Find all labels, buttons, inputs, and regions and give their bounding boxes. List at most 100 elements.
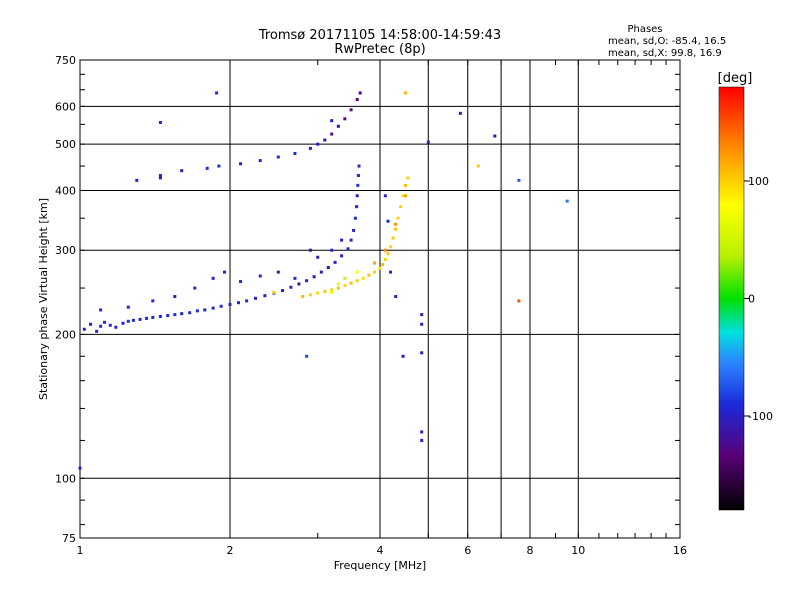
trace-point-x xyxy=(355,270,359,274)
grid-lines xyxy=(80,60,680,538)
trace-point-x xyxy=(401,194,405,198)
trace-point-x xyxy=(373,270,377,274)
trace-point-o xyxy=(355,194,359,198)
chart-title: Tromsø 20171105 14:58:00-14:59:43 xyxy=(258,28,501,43)
trace-point-o xyxy=(121,321,125,325)
trace-point-x xyxy=(361,276,365,280)
scatter-point xyxy=(420,430,424,434)
trace-point-o xyxy=(217,164,221,168)
trace-point-o xyxy=(188,311,192,315)
trace-point-o xyxy=(349,108,353,112)
x-tick-label: 10 xyxy=(571,544,585,557)
y-tick-label: 600 xyxy=(55,100,76,113)
y-tick-label: 100 xyxy=(55,472,76,485)
trace-point-x xyxy=(403,194,407,198)
trace-point-o xyxy=(158,173,162,177)
scatter-point xyxy=(403,91,407,95)
trace-point-x xyxy=(378,266,382,270)
trace-point-o xyxy=(263,294,267,298)
trace-point-o xyxy=(326,266,330,270)
scatter-point xyxy=(565,199,569,203)
trace-point-o xyxy=(239,162,243,166)
colorbar-tick-label: 0 xyxy=(748,293,755,306)
y-axis-label: Stationary phase Virtual Height [km] xyxy=(37,198,50,400)
trace-point-o xyxy=(145,316,149,320)
trace-point-o xyxy=(82,327,86,331)
trace-point-o xyxy=(135,178,139,182)
stats-heading: Phases xyxy=(627,24,662,35)
trace-point-o xyxy=(293,276,297,280)
trace-point-x xyxy=(343,276,347,280)
trace-point-o xyxy=(173,313,177,317)
trace-point-x xyxy=(301,295,305,299)
scatter-point xyxy=(420,313,424,317)
trace-point-o xyxy=(319,270,323,274)
trace-point-o xyxy=(316,255,320,259)
trace-point-o xyxy=(333,260,337,264)
trace-point-o xyxy=(293,152,297,156)
trace-point-o xyxy=(151,299,155,303)
trace-point-o xyxy=(166,314,170,318)
trace-point-o xyxy=(258,159,262,163)
trace-point-o xyxy=(245,299,249,303)
trace-point-o xyxy=(236,301,240,305)
trace-point-x xyxy=(381,263,385,267)
trace-point-o xyxy=(253,296,257,300)
trace-point-x xyxy=(386,252,390,256)
x-tick-label: 1 xyxy=(77,544,84,557)
scatter-point xyxy=(305,354,309,358)
scatter-point xyxy=(517,178,521,182)
trace-point-x xyxy=(383,257,387,261)
y-tick-label: 400 xyxy=(55,184,76,197)
colorbar-tick-label: -100 xyxy=(748,410,773,423)
chart-subtitle: RwPretec (8p) xyxy=(334,42,425,57)
trace-point-o xyxy=(126,305,130,309)
trace-point-o xyxy=(356,183,360,187)
trace-point-o xyxy=(353,216,357,220)
trace-point-x xyxy=(394,222,398,226)
trace-point-o xyxy=(352,228,356,232)
trace-point-o xyxy=(203,308,207,312)
scatter-point xyxy=(458,111,462,115)
colorbar-tick-label: 100 xyxy=(748,175,769,188)
trace-point-x xyxy=(323,289,327,293)
trace-point-o xyxy=(131,318,135,322)
trace-point-o xyxy=(114,325,118,329)
trace-point-o xyxy=(355,98,359,102)
scatter-point xyxy=(383,194,387,198)
trace-point-o xyxy=(173,295,177,299)
trace-point-o xyxy=(308,146,312,150)
trace-point-x xyxy=(389,245,393,249)
x-tick-label: 8 xyxy=(527,544,534,557)
x-tick-label: 4 xyxy=(377,544,384,557)
scatter-point xyxy=(330,119,334,123)
trace-point-o xyxy=(126,319,130,323)
trace-point-x xyxy=(383,248,387,252)
trace-point-o xyxy=(336,124,340,128)
y-tick-label: 750 xyxy=(55,54,76,67)
trace-point-o xyxy=(323,138,327,142)
scatter-point xyxy=(386,219,390,223)
trace-point-x xyxy=(330,288,334,292)
scatter-point xyxy=(420,438,424,442)
trace-point-o xyxy=(223,270,227,274)
trace-point-x xyxy=(308,293,312,297)
trace-point-o xyxy=(158,314,162,318)
trace-point-o xyxy=(180,312,184,316)
trace-point-o xyxy=(305,279,309,283)
scatter-point xyxy=(517,299,521,303)
trace-point-o xyxy=(346,247,350,251)
trace-point-o xyxy=(349,238,353,242)
scatter-point xyxy=(215,91,219,95)
stats-x-line: mean, sd,X: 99.8, 16.9 xyxy=(608,48,722,59)
x-tick-label: 2 xyxy=(227,544,234,557)
y-tick-label: 75 xyxy=(62,532,76,545)
scatter-point xyxy=(426,140,430,144)
trace-point-o xyxy=(228,302,232,306)
x-tick-label: 16 xyxy=(673,544,687,557)
x-axis-label: Frequency [MHz] xyxy=(334,559,426,572)
trace-point-o xyxy=(211,276,215,280)
axis-ticks: 1 2 4 6 8 10 16 75 100 200 300 400 500 600 750 xyxy=(55,54,687,557)
trace-point-o xyxy=(180,169,184,173)
